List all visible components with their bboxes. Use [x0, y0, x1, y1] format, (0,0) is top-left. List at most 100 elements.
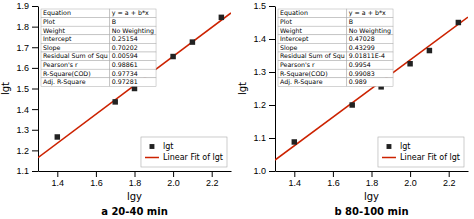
- table-cell: [110, 69, 156, 78]
- table-text: 0.00594: [112, 52, 138, 59]
- tick: 1.0: [253, 166, 275, 176]
- table-text: Adj. R-Square: [43, 78, 86, 86]
- point: [407, 61, 412, 66]
- tick-label: 1.2: [253, 100, 266, 110]
- tick-label: 1.6: [16, 63, 29, 73]
- table-cell: [347, 52, 393, 61]
- legend-entry: lgt: [150, 142, 174, 151]
- table-cell: [110, 52, 156, 61]
- table-text: B: [112, 18, 116, 25]
- fit-line: [38, 13, 231, 158]
- table-text: B: [349, 18, 353, 25]
- tick-label: 2.0: [167, 178, 180, 188]
- legend-box: [378, 137, 464, 167]
- table-cells: [41, 9, 156, 86]
- legend-swatch: [387, 144, 392, 149]
- table-cell: [110, 18, 156, 27]
- tick: 1.4: [16, 105, 38, 115]
- table-cell: [110, 78, 156, 87]
- tick: 2.0: [404, 171, 417, 188]
- legend-swatch: [382, 157, 396, 159]
- table-text: 0.99083: [349, 70, 375, 77]
- legend-label: lgt: [163, 142, 173, 151]
- table-text: Weight: [280, 27, 302, 35]
- x-axis: 1.41.61.82.02.2: [39, 171, 232, 188]
- table-text: y = a + b*x: [112, 9, 149, 17]
- point: [456, 20, 461, 25]
- table-cell: [278, 78, 347, 87]
- table-text: 0.43299: [349, 44, 375, 51]
- tick: 1.8: [16, 22, 38, 32]
- table-text: No Weighting: [349, 27, 391, 35]
- table-cell: [347, 69, 393, 78]
- tick-label: 2.2: [206, 178, 219, 188]
- tick-label: 1.1: [16, 166, 29, 176]
- table-text: Intercept: [43, 35, 72, 43]
- tick: 1.9: [16, 1, 38, 11]
- table-cell: [278, 61, 347, 70]
- y-axis: 1.11.21.31.41.51.61.71.81.9: [16, 1, 38, 176]
- table-text: 0.989: [349, 78, 367, 85]
- tick: 1.3: [16, 125, 38, 135]
- table-text: 0.9954: [349, 61, 371, 68]
- table-text: Slope: [43, 44, 61, 52]
- table-cell: [110, 35, 156, 44]
- table-cell: [347, 35, 393, 44]
- tick-label: 1.8: [366, 178, 379, 188]
- x-axis-label: lgy: [127, 191, 142, 202]
- tick-label: 1.3: [253, 67, 266, 77]
- tick: 2.2: [443, 171, 456, 188]
- tick: 2.2: [206, 171, 219, 188]
- table-text: Pearson's r: [280, 61, 315, 68]
- table-cell: [41, 9, 110, 18]
- tick-mark: [212, 171, 213, 177]
- table-cell: [347, 18, 393, 27]
- plot-area: 1.41.61.82.02.21.11.21.31.41.51.61.71.81…: [0, 1, 232, 202]
- figure: 1.41.61.82.02.21.11.21.31.41.51.61.71.81…: [0, 0, 474, 219]
- table-text: Plot: [43, 18, 55, 25]
- tick-mark: [269, 6, 275, 7]
- tick: 1.4: [289, 171, 302, 188]
- table-text: 0.98861: [112, 61, 138, 68]
- tick-mark: [269, 171, 275, 172]
- tick: 2.0: [167, 171, 180, 188]
- legend-swatch: [145, 157, 159, 159]
- table-cell: [41, 26, 110, 35]
- tick-mark: [173, 171, 174, 177]
- tick-label: 1.3: [16, 125, 29, 135]
- table-cell: [278, 9, 347, 18]
- tick-label: 1.1: [253, 133, 266, 143]
- table-text: 0.25154: [112, 35, 138, 42]
- legend-label: lgt: [400, 142, 410, 151]
- tick-label: 1.6: [327, 178, 340, 188]
- tick-label: 1.9: [16, 1, 29, 11]
- tick: 1.6: [327, 171, 340, 188]
- legend-label: Linear Fit of lgt: [400, 153, 460, 162]
- table-cell: [278, 26, 347, 35]
- point: [55, 134, 60, 139]
- tick-mark: [135, 171, 136, 177]
- table-cell: [347, 26, 393, 35]
- table-text: Residual Sum of Squ: [43, 52, 108, 60]
- table-cell: [110, 9, 156, 18]
- tick-label: 1.4: [52, 178, 65, 188]
- table-cell: [278, 69, 347, 78]
- tick-label: 1.8: [16, 22, 29, 32]
- tick-mark: [449, 171, 450, 177]
- tick-mark: [333, 171, 334, 177]
- table-text: Slope: [280, 44, 298, 52]
- table-text: R-Square(COD): [43, 70, 91, 78]
- tick-mark: [32, 47, 38, 48]
- stats-table: EquationPlotWeightInterceptSlopeResidual…: [278, 9, 393, 86]
- tick-mark: [96, 171, 97, 177]
- tick-mark: [32, 109, 38, 110]
- tick-mark: [57, 171, 58, 177]
- y-axis-label: lgt: [237, 82, 248, 95]
- table-text: Adj. R-Square: [280, 78, 323, 86]
- tick-mark: [32, 150, 38, 151]
- tick: 1.8: [129, 171, 142, 188]
- tick-label: 1.8: [129, 178, 142, 188]
- tick-label: 1.5: [253, 1, 266, 11]
- table-text: Pearson's r: [43, 61, 78, 68]
- tick: 1.1: [16, 166, 38, 176]
